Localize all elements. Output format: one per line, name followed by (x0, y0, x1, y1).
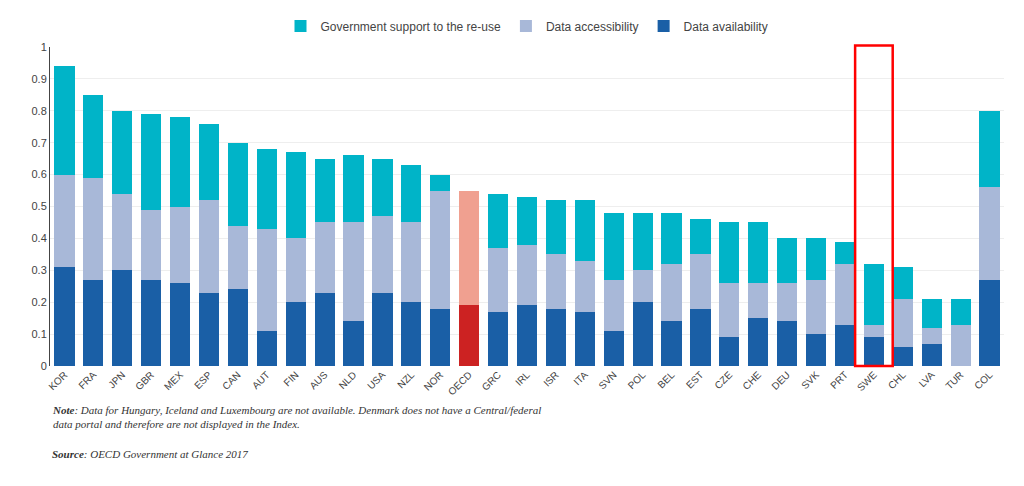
svg-text:POL: POL (626, 369, 648, 391)
svg-text:TUR: TUR (943, 369, 965, 391)
svg-text:0.3: 0.3 (32, 264, 47, 276)
svg-text:JPN: JPN (106, 369, 127, 390)
svg-text:NOR: NOR (422, 369, 446, 393)
svg-text:AUT: AUT (250, 369, 272, 391)
svg-text:Data availability: Data availability (684, 20, 768, 34)
svg-text:CZE: CZE (712, 369, 734, 391)
svg-text:CAN: CAN (220, 369, 243, 392)
svg-text:0.2: 0.2 (32, 296, 47, 308)
svg-text:0.7: 0.7 (32, 137, 47, 149)
svg-text:Source: OECD Government at Gla: Source: OECD Government at Glance 2017 (52, 448, 248, 460)
svg-text:PRT: PRT (828, 369, 850, 391)
svg-text:1: 1 (41, 41, 47, 53)
svg-text:NLD: NLD (337, 369, 359, 391)
svg-text:0.5: 0.5 (32, 200, 47, 212)
svg-text:0.1: 0.1 (32, 328, 47, 340)
svg-text:GBR: GBR (133, 369, 156, 392)
svg-text:0: 0 (41, 360, 47, 372)
svg-text:0.6: 0.6 (32, 168, 47, 180)
svg-text:SWE: SWE (855, 369, 879, 393)
svg-text:0.8: 0.8 (32, 105, 47, 117)
svg-text:MEX: MEX (162, 369, 185, 392)
svg-text:CHE: CHE (741, 369, 764, 392)
svg-text:FRA: FRA (76, 369, 98, 391)
svg-text:LVA: LVA (917, 369, 937, 389)
svg-text:Government support to the re-u: Government support to the re-use (321, 20, 501, 34)
svg-text:CHL: CHL (886, 369, 908, 391)
svg-text:Data accessibility: Data accessibility (546, 20, 639, 34)
svg-text:ISR: ISR (541, 369, 561, 389)
svg-text:NZL: NZL (395, 369, 416, 390)
svg-text:ESP: ESP (192, 369, 214, 391)
svg-text:EST: EST (684, 369, 706, 391)
svg-text:0.4: 0.4 (32, 232, 47, 244)
svg-text:AUS: AUS (307, 369, 330, 392)
svg-text:USA: USA (365, 369, 388, 392)
svg-text:COL: COL (972, 369, 995, 392)
svg-text:SVN: SVN (596, 369, 618, 391)
svg-text:IRL: IRL (513, 369, 532, 388)
svg-text:BEL: BEL (655, 369, 676, 390)
svg-text:KOR: KOR (46, 369, 69, 392)
svg-text:OECD: OECD (446, 369, 474, 397)
svg-text:FIN: FIN (282, 369, 301, 388)
svg-text:Note: Data for Hungary, Icelan: Note: Data for Hungary, Iceland and Luxe… (52, 404, 541, 430)
svg-text:SVK: SVK (799, 369, 821, 391)
svg-text:GRC: GRC (480, 369, 504, 393)
svg-text:ITA: ITA (572, 369, 590, 387)
svg-text:DEU: DEU (769, 369, 792, 392)
svg-text:0.9: 0.9 (32, 73, 47, 85)
